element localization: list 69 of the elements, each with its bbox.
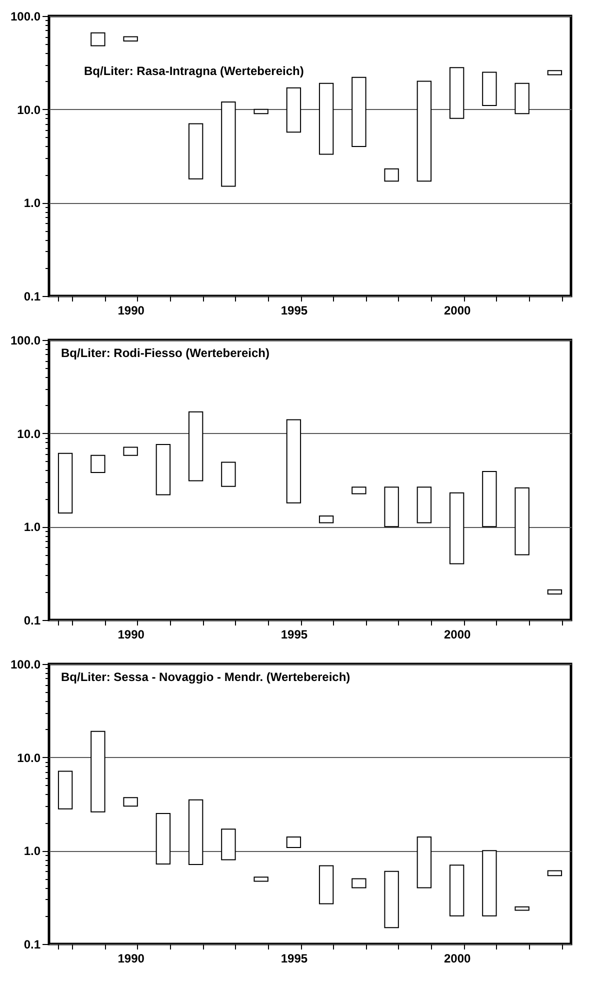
y-tick-label: 10.0 <box>17 102 41 117</box>
bar <box>188 411 204 482</box>
bar <box>254 876 268 882</box>
y-tick-label: 0.1 <box>24 290 41 304</box>
bar <box>318 516 334 524</box>
bar <box>90 730 106 812</box>
y-tick-label: 100.0 <box>10 334 41 348</box>
bar <box>449 492 464 564</box>
x-tick-label: 2000 <box>444 304 471 318</box>
y-tick-label: 1.0 <box>24 844 41 858</box>
bar <box>188 799 204 866</box>
bar <box>547 589 562 594</box>
bar <box>318 82 334 155</box>
bar <box>58 770 73 810</box>
x-tick-label: 1990 <box>118 304 145 318</box>
bar <box>482 72 497 106</box>
bar <box>156 444 171 496</box>
x-tick-label: 2000 <box>444 952 471 966</box>
x-tick-label: 1995 <box>280 952 308 966</box>
y-tick-label: 1.0 <box>24 520 41 534</box>
bar <box>123 797 138 807</box>
y-tick-label: 10.0 <box>17 750 41 765</box>
x-tick-label: 1995 <box>280 304 308 318</box>
text: Bq/Liter: Rodi-Fiesso (Wertebereich) <box>61 346 270 360</box>
bar <box>286 419 302 504</box>
bar <box>416 80 432 182</box>
y-tick-label: 100.0 <box>10 10 41 24</box>
text: Bq/Liter: Sessa - Novaggio - Mendr. (Wertebereich) <box>61 670 350 684</box>
bar <box>123 446 138 456</box>
y-tick-label: 100.0 <box>10 658 41 672</box>
text: Bq/Liter: Rasa-Intragna (Wertebereich) <box>84 64 304 78</box>
bar <box>90 32 106 46</box>
bar <box>221 462 236 487</box>
bar <box>384 870 399 928</box>
bar <box>90 454 106 474</box>
x-tick-label: 2000 <box>444 628 471 642</box>
bar <box>221 101 236 187</box>
bar <box>384 486 399 528</box>
y-tick-label: 1.0 <box>24 196 41 210</box>
bar <box>254 108 268 114</box>
bar <box>514 906 530 911</box>
y-tick-label: 10.0 <box>17 426 41 441</box>
x-tick-label: 1990 <box>118 628 145 642</box>
y-tick-label: 0.1 <box>24 938 41 952</box>
bar <box>514 487 530 556</box>
y-tick-label: 0.1 <box>24 614 41 628</box>
bar <box>221 828 236 860</box>
x-tick-label: 1995 <box>280 628 308 642</box>
bar <box>514 82 530 114</box>
bar <box>58 452 73 514</box>
bar <box>547 870 562 876</box>
bar <box>384 168 399 182</box>
bar <box>188 123 204 180</box>
bar <box>449 864 464 916</box>
bar <box>352 878 366 888</box>
bar <box>416 486 432 524</box>
x-tick-label: 1990 <box>118 952 145 966</box>
bar <box>286 87 302 133</box>
bar <box>318 865 334 904</box>
bar <box>286 836 302 848</box>
bar <box>352 486 366 494</box>
bar <box>123 36 138 42</box>
bar <box>156 813 171 864</box>
bar <box>482 850 497 916</box>
bar <box>449 67 464 119</box>
bar <box>352 76 366 147</box>
bar <box>547 70 562 76</box>
bar <box>416 836 432 888</box>
bar <box>482 471 497 528</box>
